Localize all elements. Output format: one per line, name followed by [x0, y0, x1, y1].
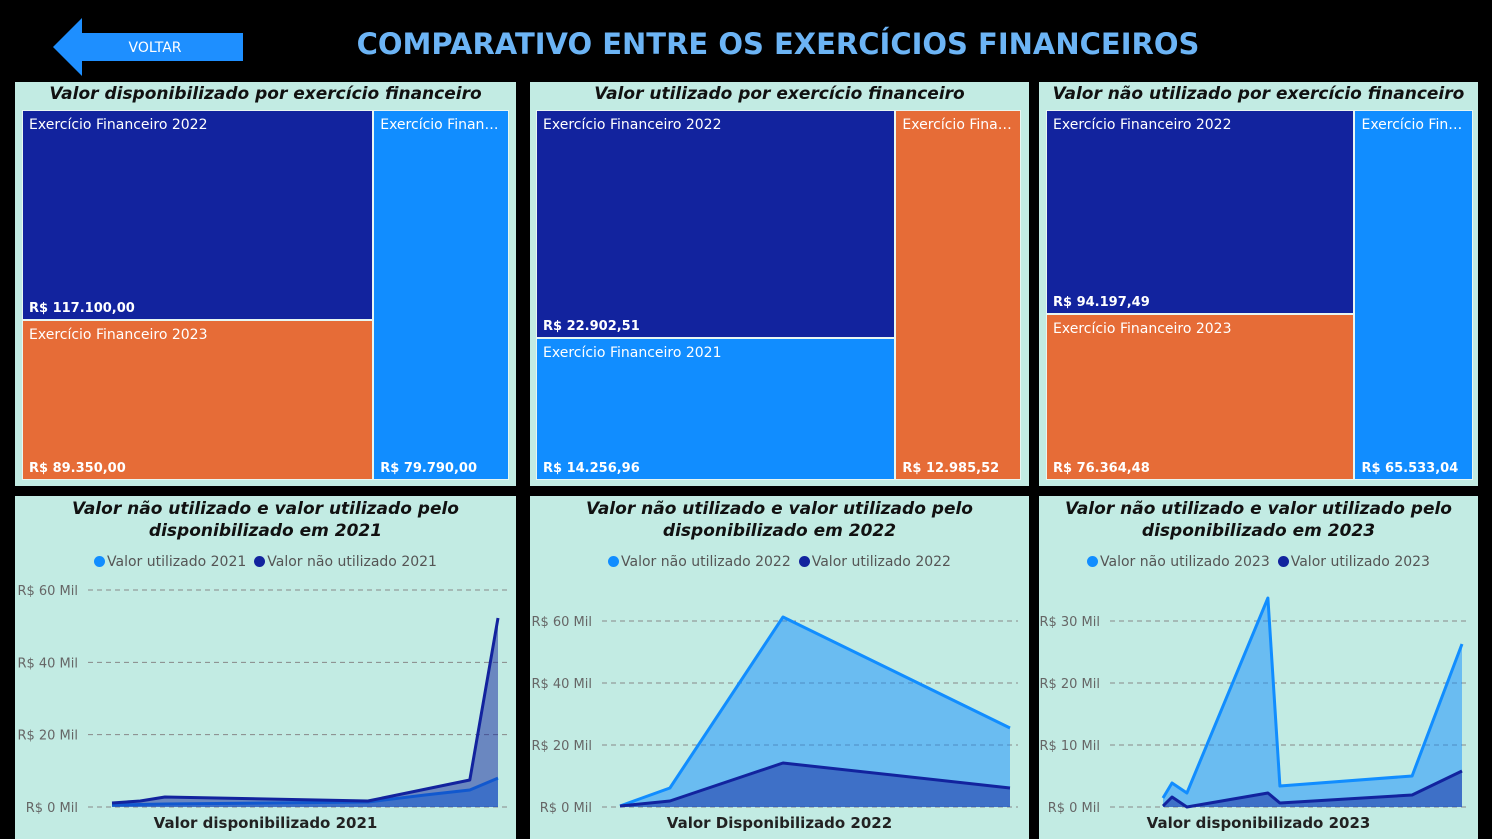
- treemap-cell: Exercício Financeiro 2023 R$ 12.985,52: [895, 110, 1021, 480]
- cell-value: R$ 14.256,96: [543, 460, 640, 476]
- legend-item: Valor utilizado 2023: [1277, 554, 1430, 570]
- cell-label: Exercício Financeiro 2023: [1053, 321, 1232, 338]
- legend-item: Valor utilizado 2022: [798, 554, 951, 570]
- cell-label: Exercício Financeiro 2023: [29, 326, 208, 343]
- area-panel: Valor não utilizado e valor utilizado pe…: [15, 496, 516, 839]
- legend-item: Valor utilizado 2021: [94, 554, 246, 570]
- cell-value: R$ 79.790,00: [380, 461, 478, 476]
- legend: Valor utilizado 2021 Valor não utilizado …: [15, 554, 516, 570]
- cell-value: R$ 89.350,00: [29, 460, 126, 476]
- legend: Valor não utilizado 2022 Valor utilizado …: [530, 554, 1029, 570]
- legend-label: Valor não utilizado 2023: [1100, 554, 1270, 570]
- legend-label: Valor não utilizado 2022: [621, 554, 791, 570]
- legend-item: Valor não utilizado 2022: [608, 554, 791, 570]
- area-panel: Valor não utilizado e valor utilizado pe…: [1039, 496, 1478, 839]
- treemap-cell: Exercício Financeiro 2021 R$ 14.256,96: [536, 338, 896, 480]
- treemap-cell: Exercício Financeiro 2023 R$ 89.350,00: [22, 319, 374, 480]
- cell-value: R$ 65.533,04: [1361, 461, 1459, 476]
- legend-label: Valor utilizado 2021: [107, 554, 247, 570]
- cell-label: Exercício Financeiro 2021: [543, 345, 722, 362]
- treemap-cell: Exercício Financeiro 2022 R$ 94.197,49: [1046, 110, 1355, 315]
- legend-label: Valor não utilizado 2021: [267, 554, 437, 570]
- cell-label: Exercício Financeiro 2022: [543, 117, 722, 133]
- treemap-cell: Exercício Financeiro 2021 R$ 79.790,00: [373, 110, 509, 480]
- legend: Valor não utilizado 2023 Valor utilizado …: [1039, 554, 1478, 570]
- cell-label: Exercício Financeiro 2021: [1361, 117, 1466, 133]
- legend-item: Valor não utilizado 2023: [1087, 554, 1270, 570]
- x-axis-label: Valor Disponibilizado 2022: [666, 814, 893, 832]
- treemap-cell: Exercício Financeiro 2022 R$ 22.902,51: [536, 110, 896, 339]
- treemap-cell: Exercício Financeiro 2021 R$ 65.533,04: [1354, 110, 1473, 480]
- page-title: COMPARATIVO ENTRE OS EXERCÍCIOS FINANCEI…: [357, 27, 1200, 61]
- cell-value: R$ 76.364,48: [1053, 460, 1150, 476]
- cell-value: R$ 12.985,52: [902, 461, 1000, 476]
- cell-label: Exercício Financeiro 2021: [380, 117, 502, 133]
- cell-label: Exercício Financeiro 2022: [1053, 117, 1232, 133]
- area-panel: Valor não utilizado e valor utilizado pe…: [530, 496, 1029, 839]
- legend-swatch: [1087, 556, 1099, 567]
- legend-swatch: [798, 556, 810, 567]
- legend-swatch: [1277, 556, 1289, 567]
- legend-label: Valor utilizado 2023: [1290, 554, 1430, 570]
- chart-title: Valor utilizado por exercício financeiro: [594, 84, 965, 104]
- chart-title: Valor não utilizado e valor utilizado pe…: [586, 499, 973, 541]
- cell-value: R$ 22.902,51: [543, 319, 640, 335]
- back-arrow[interactable]: [53, 18, 243, 76]
- cell-label: Exercício Financeiro 2023: [902, 117, 1014, 133]
- legend-swatch: [94, 556, 106, 567]
- legend-swatch: [608, 556, 620, 567]
- x-axis-label: Valor disponibilizado 2023: [1146, 814, 1371, 832]
- cell-label: Exercício Financeiro 2022: [29, 117, 208, 133]
- chart-title: Valor não utilizado por exercício financ…: [1052, 84, 1465, 104]
- back-button[interactable]: VOLTAR: [53, 18, 243, 76]
- back-label[interactable]: VOLTAR: [129, 40, 182, 56]
- treemap-cell: Exercício Financeiro 2023 R$ 76.364,48: [1046, 314, 1355, 480]
- legend-swatch: [254, 556, 266, 567]
- legend-label: Valor utilizado 2022: [811, 554, 951, 570]
- chart-title: Valor não utilizado e valor utilizado pe…: [72, 499, 459, 541]
- treemap-cell: Exercício Financeiro 2022 R$ 117.100,00: [22, 110, 374, 320]
- chart-title: Valor disponibilizado por exercício fina…: [49, 84, 482, 104]
- cell-value: R$ 94.197,49: [1053, 295, 1150, 311]
- cell-value: R$ 117.100,00: [29, 300, 135, 316]
- chart-title: Valor não utilizado e valor utilizado pe…: [1065, 499, 1452, 541]
- x-axis-label: Valor disponibilizado 2021: [153, 814, 378, 832]
- legend-item: Valor não utilizado 2021: [254, 554, 437, 570]
